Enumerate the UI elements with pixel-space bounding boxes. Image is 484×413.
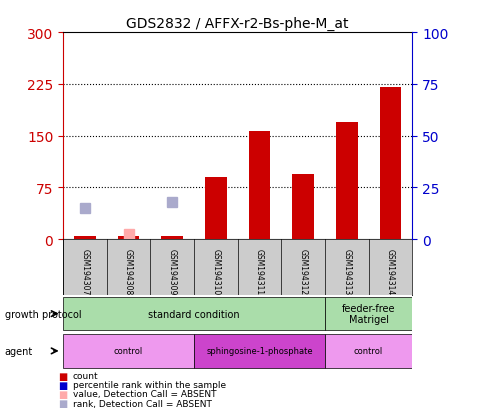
FancyBboxPatch shape [63,335,194,368]
FancyBboxPatch shape [324,297,411,330]
Text: value, Detection Call = ABSENT: value, Detection Call = ABSENT [73,389,216,399]
Bar [378,88,400,240]
Bar [161,236,182,240]
Text: agent: agent [5,346,33,356]
Text: ■: ■ [58,380,68,390]
Text: standard condition: standard condition [148,309,239,319]
Text: rank, Detection Call = ABSENT: rank, Detection Call = ABSENT [73,399,211,408]
FancyBboxPatch shape [324,335,411,368]
Text: GSM194307: GSM194307 [80,248,89,294]
Text: GSM194308: GSM194308 [124,248,133,294]
Text: ■: ■ [58,371,68,381]
FancyBboxPatch shape [194,335,324,368]
Text: ■: ■ [58,389,68,399]
Text: control: control [353,347,382,356]
Text: count: count [73,371,98,380]
Text: ■: ■ [58,398,68,408]
Text: GSM194309: GSM194309 [167,248,176,294]
Text: sphingosine-1-phosphate: sphingosine-1-phosphate [206,347,312,356]
Text: GSM194310: GSM194310 [211,248,220,294]
Bar [74,236,95,240]
Text: GSM194311: GSM194311 [255,248,263,294]
Bar [117,236,139,240]
Text: GSM194313: GSM194313 [342,248,350,294]
Text: GSM194314: GSM194314 [385,248,394,294]
Bar [335,123,357,240]
Title: GDS2832 / AFFX-r2-Bs-phe-M_at: GDS2832 / AFFX-r2-Bs-phe-M_at [126,17,348,31]
Bar [248,131,270,240]
Text: percentile rank within the sample: percentile rank within the sample [73,380,226,389]
Text: feeder-free
Matrigel: feeder-free Matrigel [341,303,394,325]
FancyBboxPatch shape [63,297,324,330]
Text: GSM194312: GSM194312 [298,248,307,294]
Text: control: control [114,347,143,356]
Bar [204,178,226,240]
Text: growth protocol: growth protocol [5,309,81,319]
Bar [291,174,313,240]
